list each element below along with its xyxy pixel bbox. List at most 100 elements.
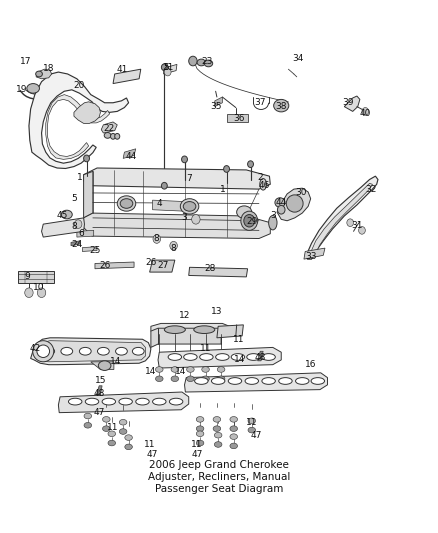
Text: 22: 22	[103, 124, 114, 133]
Ellipse shape	[68, 398, 82, 405]
Ellipse shape	[171, 367, 179, 372]
Text: 39: 39	[343, 98, 354, 107]
Polygon shape	[184, 373, 328, 392]
Ellipse shape	[74, 220, 82, 229]
Polygon shape	[84, 213, 270, 239]
Ellipse shape	[362, 108, 369, 115]
Ellipse shape	[196, 426, 204, 431]
Ellipse shape	[296, 377, 309, 384]
Ellipse shape	[104, 133, 111, 138]
Ellipse shape	[230, 443, 237, 449]
Ellipse shape	[196, 417, 204, 422]
Ellipse shape	[164, 68, 171, 76]
Ellipse shape	[197, 59, 205, 66]
Text: 33: 33	[305, 252, 316, 261]
Ellipse shape	[187, 376, 194, 382]
Text: 15: 15	[95, 376, 106, 385]
Ellipse shape	[161, 182, 167, 189]
Text: 41: 41	[117, 65, 128, 74]
Ellipse shape	[43, 348, 55, 355]
Polygon shape	[277, 188, 311, 221]
Ellipse shape	[102, 426, 110, 431]
Text: 38: 38	[276, 102, 287, 111]
Polygon shape	[152, 200, 185, 211]
Ellipse shape	[84, 423, 92, 428]
Text: 34: 34	[292, 54, 304, 63]
Text: 48: 48	[93, 389, 105, 398]
Ellipse shape	[192, 214, 200, 224]
Ellipse shape	[247, 161, 254, 167]
Ellipse shape	[187, 367, 194, 372]
Text: 30: 30	[295, 189, 307, 197]
Ellipse shape	[274, 99, 289, 112]
Ellipse shape	[180, 199, 199, 214]
Ellipse shape	[247, 354, 260, 360]
Text: 11: 11	[246, 418, 258, 427]
Text: 21: 21	[163, 63, 174, 72]
Polygon shape	[84, 168, 270, 189]
Ellipse shape	[108, 431, 116, 437]
Polygon shape	[18, 271, 54, 283]
Ellipse shape	[200, 354, 213, 360]
Ellipse shape	[204, 60, 213, 67]
Ellipse shape	[217, 376, 225, 382]
Text: 36: 36	[233, 114, 245, 123]
Text: 3: 3	[270, 212, 276, 221]
Text: 14: 14	[233, 356, 245, 365]
Text: 20: 20	[74, 80, 85, 90]
Ellipse shape	[248, 418, 256, 424]
Text: 8: 8	[153, 235, 159, 244]
Text: 47: 47	[250, 431, 261, 440]
Polygon shape	[74, 102, 100, 124]
Text: 8: 8	[71, 222, 77, 231]
Ellipse shape	[98, 361, 111, 370]
Ellipse shape	[61, 210, 72, 219]
Ellipse shape	[214, 432, 222, 438]
Ellipse shape	[230, 434, 237, 439]
Ellipse shape	[155, 367, 163, 372]
Ellipse shape	[228, 377, 242, 384]
Text: 9: 9	[25, 272, 31, 281]
Polygon shape	[311, 183, 372, 254]
Ellipse shape	[268, 215, 277, 230]
Text: 42: 42	[29, 344, 40, 353]
Polygon shape	[101, 122, 117, 133]
Text: 1: 1	[219, 184, 225, 193]
Polygon shape	[158, 348, 281, 368]
Ellipse shape	[279, 377, 292, 384]
Polygon shape	[189, 268, 247, 277]
Ellipse shape	[120, 199, 133, 208]
Text: 11: 11	[144, 440, 155, 449]
Ellipse shape	[79, 348, 91, 355]
Ellipse shape	[155, 376, 163, 382]
Text: 29: 29	[246, 217, 258, 226]
Ellipse shape	[119, 419, 127, 425]
Ellipse shape	[217, 367, 225, 372]
Ellipse shape	[164, 326, 185, 334]
Ellipse shape	[241, 211, 258, 230]
Ellipse shape	[102, 398, 116, 405]
Text: 3: 3	[182, 213, 187, 222]
Ellipse shape	[117, 196, 136, 211]
Ellipse shape	[152, 398, 166, 405]
Text: 44: 44	[126, 151, 137, 160]
Ellipse shape	[230, 417, 237, 422]
Text: 11: 11	[233, 335, 245, 344]
Ellipse shape	[230, 426, 237, 431]
Text: 11: 11	[191, 440, 203, 449]
Polygon shape	[77, 230, 94, 237]
Text: 18: 18	[43, 64, 54, 72]
Ellipse shape	[37, 288, 46, 297]
Ellipse shape	[108, 440, 116, 446]
Polygon shape	[71, 241, 79, 246]
Ellipse shape	[260, 179, 266, 190]
Ellipse shape	[125, 444, 132, 450]
Ellipse shape	[286, 195, 303, 212]
Ellipse shape	[116, 348, 127, 355]
Text: 27: 27	[158, 261, 169, 270]
Polygon shape	[151, 324, 230, 335]
Ellipse shape	[171, 376, 179, 382]
Ellipse shape	[183, 201, 196, 211]
Text: 4: 4	[156, 199, 162, 208]
Text: 7: 7	[186, 174, 191, 183]
